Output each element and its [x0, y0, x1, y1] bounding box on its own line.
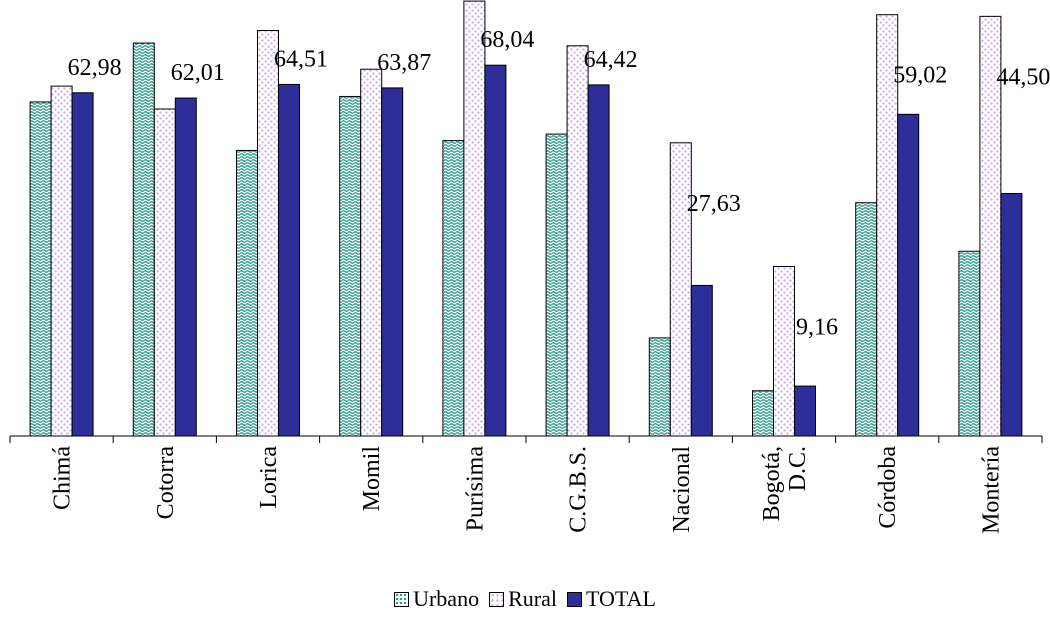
bar-urbano-momil: [339, 95, 362, 437]
bar-urbano-lorica: [236, 149, 258, 437]
bar-rural-chima: [50, 85, 73, 437]
category-label-line: Bogotá,: [759, 446, 785, 521]
data-label-total-chima: 62,98: [68, 55, 122, 81]
bar-total-lorica: [278, 83, 300, 437]
legend-label-total: TOTAL: [585, 586, 656, 611]
x-axis-ticks: [9, 436, 1043, 443]
category-label-cordoba: Córdoba: [875, 446, 901, 529]
category-label-line: Lorica: [256, 446, 282, 509]
bar-urbano-c-g-b-s: [545, 133, 568, 437]
data-label-total-c-g-b-s: 64,42: [584, 47, 638, 73]
bar-urbano-bogota-d-c: [752, 390, 774, 437]
category-label-c-g-b-s: C.G.B.S.: [566, 446, 592, 533]
bar-total-cordoba: [897, 113, 920, 437]
data-label-total-cordoba: 59,02: [893, 63, 947, 89]
bar-total-c-g-b-s: [587, 84, 610, 437]
bar-total-nacional: [690, 284, 713, 437]
x-axis-tick-labels: Chimá Cotorra Lorica Momil Purísima C.G.B.S. N…: [50, 446, 1005, 534]
bar-total-monteria: [1000, 192, 1023, 437]
category-label-line: C.G.B.S.: [566, 446, 592, 533]
legend-item-urbano: Urbano: [394, 586, 479, 612]
category-label-momil: Momil: [359, 446, 385, 512]
category-label-line: Chimá: [50, 446, 76, 510]
data-label-total-bogota-d-c: 9,16: [796, 315, 838, 341]
bar-total-cotorra: [174, 97, 197, 437]
category-label-monteria: Montería: [978, 446, 1004, 534]
category-label-line: Cotorra: [153, 446, 179, 520]
category-label-line: Córdoba: [875, 446, 901, 529]
bar-rural-momil: [360, 68, 383, 437]
bar-urbano-cotorra: [132, 42, 155, 437]
bar-rural-nacional: [669, 142, 692, 437]
data-label-total-purisima: 68,04: [480, 27, 534, 53]
data-label-total-nacional: 27,63: [687, 191, 741, 217]
bar-rural-purisima: [463, 0, 486, 437]
category-label-lorica: Lorica: [256, 446, 282, 509]
bar-total-purisima: [484, 64, 507, 437]
category-label-line: Montería: [978, 446, 1004, 534]
legend-swatch-urbano: [394, 591, 410, 607]
category-label-nacional: Nacional: [669, 446, 695, 533]
legend-item-total: TOTAL: [566, 586, 656, 612]
category-label-cotorra: Cotorra: [153, 446, 179, 520]
bar-rural-bogota-d-c: [773, 266, 795, 437]
data-label-total-momil: 63,87: [377, 50, 431, 76]
bar-total-chima: [71, 92, 94, 437]
category-label-purisima: Purísima: [462, 446, 488, 532]
legend-swatch-rural: [489, 591, 505, 607]
category-label-chima: Chimá: [50, 446, 76, 510]
legend-swatch-total: [566, 591, 582, 607]
category-label-line: Purísima: [462, 446, 488, 532]
bar-urbano-purisima: [442, 140, 465, 437]
category-label-line: Nacional: [669, 446, 695, 533]
bar-total-bogota-d-c: [794, 385, 816, 437]
legend-item-rural: Rural: [489, 586, 557, 612]
category-label-line: Momil: [359, 446, 385, 512]
category-label-line: D.C.: [785, 446, 811, 491]
bar-urbano-monteria: [958, 250, 981, 437]
data-label-total-cotorra: 62,01: [171, 60, 225, 86]
bar-total-momil: [381, 87, 404, 437]
legend-label-rural: Rural: [508, 586, 557, 611]
category-label-bogota-d-c: Bogotá, D.C.: [759, 446, 811, 521]
data-label-total-lorica: 64,51: [274, 46, 328, 72]
bar-rural-c-g-b-s: [566, 45, 589, 437]
bar-rural-cotorra: [153, 108, 176, 437]
bar-urbano-chima: [29, 101, 52, 437]
legend: Urbano Rural TOTAL: [0, 586, 1050, 612]
legend-label-urbano: Urbano: [413, 586, 480, 611]
bar-urbano-nacional: [648, 337, 671, 437]
bar-urbano-cordoba: [855, 202, 878, 437]
bars-group: [29, 0, 1023, 437]
data-labels-group: 62,98 62,01 64,51 63,87 68,04 64,42 27,63 9,16 5…: [68, 27, 1050, 340]
bar-rural-lorica: [257, 30, 279, 437]
data-label-total-monteria: 44,50: [996, 64, 1050, 90]
